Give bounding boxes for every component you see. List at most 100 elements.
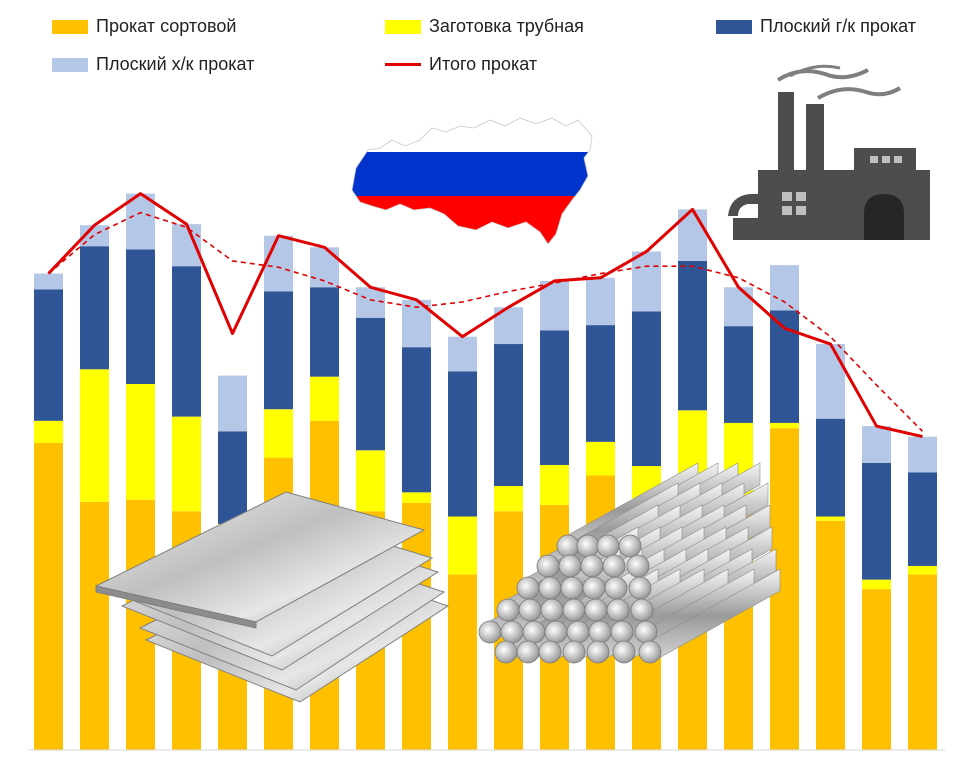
rod-end [596, 534, 620, 558]
russia-map-icon [351, 117, 593, 245]
bar-segment-3-1 [34, 289, 63, 421]
bar-segment-2-17 [770, 422, 799, 429]
rod-end [586, 640, 610, 664]
legend: Прокат сортовой Заготовка трубная Плоски… [0, 0, 970, 90]
rod-end [558, 554, 582, 578]
legend-label: Заготовка трубная [429, 16, 584, 36]
rod-end [538, 576, 562, 600]
rod-end [618, 534, 642, 558]
rod-end [582, 576, 606, 600]
bar-segment-2-10 [448, 516, 477, 575]
bar-segment-3-6 [264, 291, 293, 410]
bar-segment-4-12 [540, 280, 569, 331]
trend-line [47, 211, 924, 432]
bar-segment-1-19 [862, 589, 891, 750]
legend-swatch [716, 19, 752, 34]
bar-segment-4-16 [724, 287, 753, 327]
bar-segment-2-19 [862, 579, 891, 590]
rod-end [602, 554, 626, 578]
legend-swatch [52, 57, 88, 72]
steel-sheets-icon [94, 491, 450, 703]
rod-end [576, 534, 600, 558]
rod-end [478, 620, 502, 644]
bar-segment-4-7 [310, 247, 339, 288]
rod-end [562, 640, 586, 664]
rod-end [566, 620, 590, 644]
bar-segment-3-13 [586, 325, 615, 442]
bar-segment-4-10 [448, 336, 477, 372]
bar-segment-3-7 [310, 287, 339, 377]
legend-label: Прокат сортовой [96, 16, 237, 36]
rod-end [588, 620, 612, 644]
bar-segment-2-2 [80, 369, 109, 502]
bar-segment-4-18 [816, 344, 845, 419]
bar-segment-1-10 [448, 574, 477, 750]
bar-segment-3-16 [724, 326, 753, 423]
legend-item-tube-billet: Заготовка трубная [385, 16, 584, 37]
legend-label: Плоский г/к прокат [760, 16, 916, 36]
rod-end [638, 640, 662, 664]
bar-segment-4-5 [218, 375, 247, 432]
bar-segment-3-14 [632, 311, 661, 467]
bar-segment-3-19 [862, 462, 891, 580]
bar-segment-3-5 [218, 431, 247, 524]
bar-segment-4-1 [34, 273, 63, 290]
rod-end [612, 640, 636, 664]
legend-swatch [385, 19, 421, 34]
rod-end [584, 598, 608, 622]
rod-end [604, 576, 628, 600]
rod-end [536, 554, 560, 578]
legend-item-flat-hot-rolled: Плоский г/к прокат [716, 16, 916, 37]
factory-icon [728, 64, 930, 240]
bar-segment-3-15 [678, 260, 707, 411]
legend-label: Плоский х/к прокат [96, 54, 255, 74]
rod-end [628, 576, 652, 600]
rod-end [500, 620, 524, 644]
bar-segment-2-20 [908, 565, 937, 575]
rod-end [516, 576, 540, 600]
rod-end [634, 620, 658, 644]
bar-segment-4-13 [586, 277, 615, 326]
bar-segment-3-3 [126, 249, 155, 384]
bar-segment-2-12 [540, 464, 569, 505]
rod-end [626, 554, 650, 578]
bar-segment-1-20 [908, 574, 937, 750]
bar-segment-2-11 [494, 486, 523, 512]
rod-end [538, 640, 562, 664]
bar-segment-4-3 [126, 193, 155, 250]
bar-segment-2-3 [126, 383, 155, 500]
bar-segment-3-9 [402, 347, 431, 493]
bar-segment-2-13 [586, 441, 615, 476]
rod-end [606, 598, 630, 622]
bar-segment-3-10 [448, 371, 477, 517]
lines-layer [47, 192, 924, 439]
bars-layer [34, 193, 937, 750]
bar-segment-2-4 [172, 416, 201, 512]
legend-item-rolled-section: Прокат сортовой [52, 16, 236, 37]
rod-end [540, 598, 564, 622]
bar-segment-2-1 [34, 420, 63, 443]
rod-end [544, 620, 568, 644]
legend-line [385, 63, 421, 66]
rod-end [560, 576, 584, 600]
rod-end [516, 640, 540, 664]
legend-item-flat-cold-rolled: Плоский х/к прокат [52, 54, 254, 75]
total-line [47, 192, 923, 439]
bar-segment-2-6 [264, 409, 293, 458]
bar-segment-2-8 [356, 450, 385, 512]
bar-segment-4-19 [862, 426, 891, 463]
rod-end [496, 598, 520, 622]
bar-segment-3-18 [816, 418, 845, 517]
bar-segment-4-20 [908, 436, 937, 473]
bar-segment-4-8 [356, 287, 385, 318]
rod-end [494, 640, 518, 664]
bar-segment-4-17 [770, 265, 799, 311]
bar-segment-4-6 [264, 235, 293, 292]
bar-segment-1-18 [816, 520, 845, 750]
bar-segment-3-2 [80, 246, 109, 370]
rod-end [522, 620, 546, 644]
rod-end [556, 534, 580, 558]
rod-end [580, 554, 604, 578]
rod-end [562, 598, 586, 622]
